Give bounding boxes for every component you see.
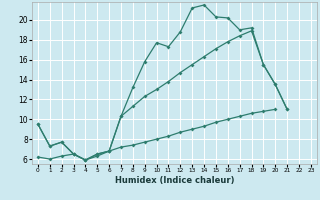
- X-axis label: Humidex (Indice chaleur): Humidex (Indice chaleur): [115, 176, 234, 185]
